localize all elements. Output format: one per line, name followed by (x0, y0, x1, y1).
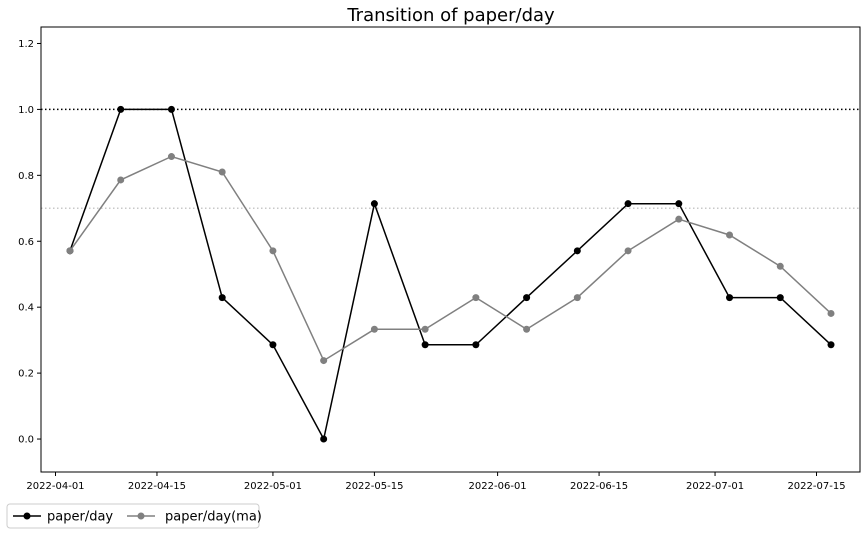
y-tick-label: 0.0 (18, 435, 34, 446)
data-point-paper-day (117, 105, 125, 113)
legend-marker (137, 512, 145, 520)
y-tick-label: 0.2 (18, 369, 34, 380)
data-point-paper-day (167, 105, 175, 113)
data-point-paper-day-ma (269, 247, 277, 255)
data-point-paper-day-ma (421, 325, 429, 333)
data-point-paper-day-ma (624, 247, 632, 255)
data-point-paper-day (624, 200, 632, 208)
plot-area: 0.0 0.2 0.4 0.6 0.8 1.0 1.2 2022-04-01 2022-04-1… (18, 26, 861, 492)
data-point-paper-day-ma (472, 294, 480, 302)
x-tick-label: 2022-06-01 (469, 481, 527, 492)
data-point-paper-day (421, 341, 429, 349)
legend: paper/day paper/day(ma) (6, 503, 262, 529)
data-point-paper-day (523, 294, 531, 302)
chart-title: Transition of paper/day (346, 5, 555, 26)
x-tick-label: 2022-07-01 (686, 481, 744, 492)
data-point-paper-day-ma (523, 325, 531, 333)
data-point-paper-day-ma (218, 168, 226, 176)
data-point-paper-day-ma (370, 325, 378, 333)
x-tick-label: 2022-07-15 (787, 481, 845, 492)
data-point-paper-day-ma (320, 357, 328, 365)
y-tick-label: 0.6 (18, 237, 34, 248)
data-point-paper-day (726, 294, 734, 302)
data-point-paper-day-ma (117, 176, 125, 184)
data-point-paper-day (573, 247, 581, 255)
data-point-paper-day (320, 435, 328, 443)
data-point-paper-day (827, 341, 835, 349)
y-tick-label: 0.4 (18, 303, 34, 314)
data-point-paper-day-ma (573, 294, 581, 302)
series-line-paper-day (69, 108, 832, 442)
data-point-paper-day-ma (66, 247, 74, 255)
legend-marker (23, 512, 31, 520)
data-point-paper-day (776, 294, 784, 302)
axes-frame (40, 26, 861, 473)
x-tick-label: 2022-05-01 (244, 481, 302, 492)
data-point-paper-day-ma (726, 231, 734, 239)
data-point-paper-day (472, 341, 480, 349)
data-point-paper-day-ma (776, 262, 784, 270)
data-point-paper-day (269, 341, 277, 349)
data-point-paper-day (218, 294, 226, 302)
y-tick-label: 1.0 (18, 105, 34, 116)
data-point-paper-day-ma (167, 153, 175, 161)
legend-label: paper/day(ma) (165, 510, 262, 525)
x-tick-label: 2022-04-15 (128, 481, 186, 492)
legend-label: paper/day (47, 510, 113, 525)
data-point-paper-day (370, 200, 378, 208)
y-tick-label: 1.2 (18, 39, 34, 50)
x-tick-label: 2022-06-15 (570, 481, 628, 492)
series-line-paper-day-ma (69, 155, 832, 362)
data-point-paper-day-ma (675, 215, 683, 223)
data-point-paper-day-ma (827, 309, 835, 317)
data-point-paper-day (675, 200, 683, 208)
x-tick-label: 2022-04-01 (26, 481, 84, 492)
x-tick-label: 2022-05-15 (345, 481, 403, 492)
y-tick-label: 0.8 (18, 171, 34, 182)
